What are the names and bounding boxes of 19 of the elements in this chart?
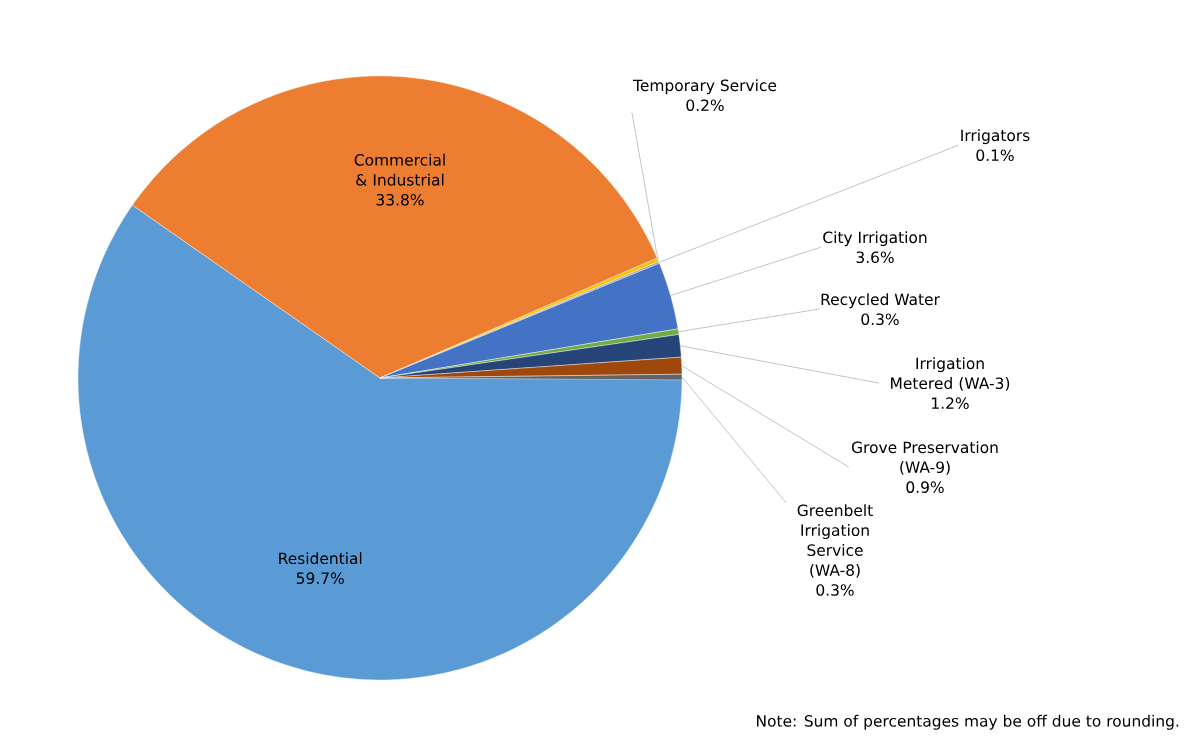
slice-label: Greenbelt Irrigation Service (WA-8): [797, 504, 873, 578]
data-label: 1.2%: [932, 397, 969, 409]
data-label: 3.6%: [856, 251, 894, 264]
data-label: 0.9%: [906, 481, 944, 493]
data-label: 59.7%: [296, 572, 344, 585]
text: Note: Sum of percentages may be off due to rounding.: [757, 714, 1179, 730]
slice-label: Residential: [279, 552, 362, 565]
slice-label: Irrigators: [961, 129, 1030, 145]
slice-label: Temporary Service: [633, 79, 777, 95]
slice-label: Grove Preservation (WA-9): [851, 441, 998, 475]
data-label: 0.3%: [861, 313, 899, 326]
slice-label: Commercial & Industrial: [354, 153, 445, 186]
data-label: 0.3%: [816, 584, 854, 596]
slice-label: Irrigation Metered (WA-3): [891, 357, 1010, 391]
data-label: 33.8%: [376, 193, 424, 206]
data-label: 0.2%: [686, 99, 724, 112]
data-label: 0.1%: [976, 149, 1014, 162]
slice-label: City Irrigation: [823, 231, 927, 247]
slice-label: Recycled Water: [821, 293, 940, 309]
